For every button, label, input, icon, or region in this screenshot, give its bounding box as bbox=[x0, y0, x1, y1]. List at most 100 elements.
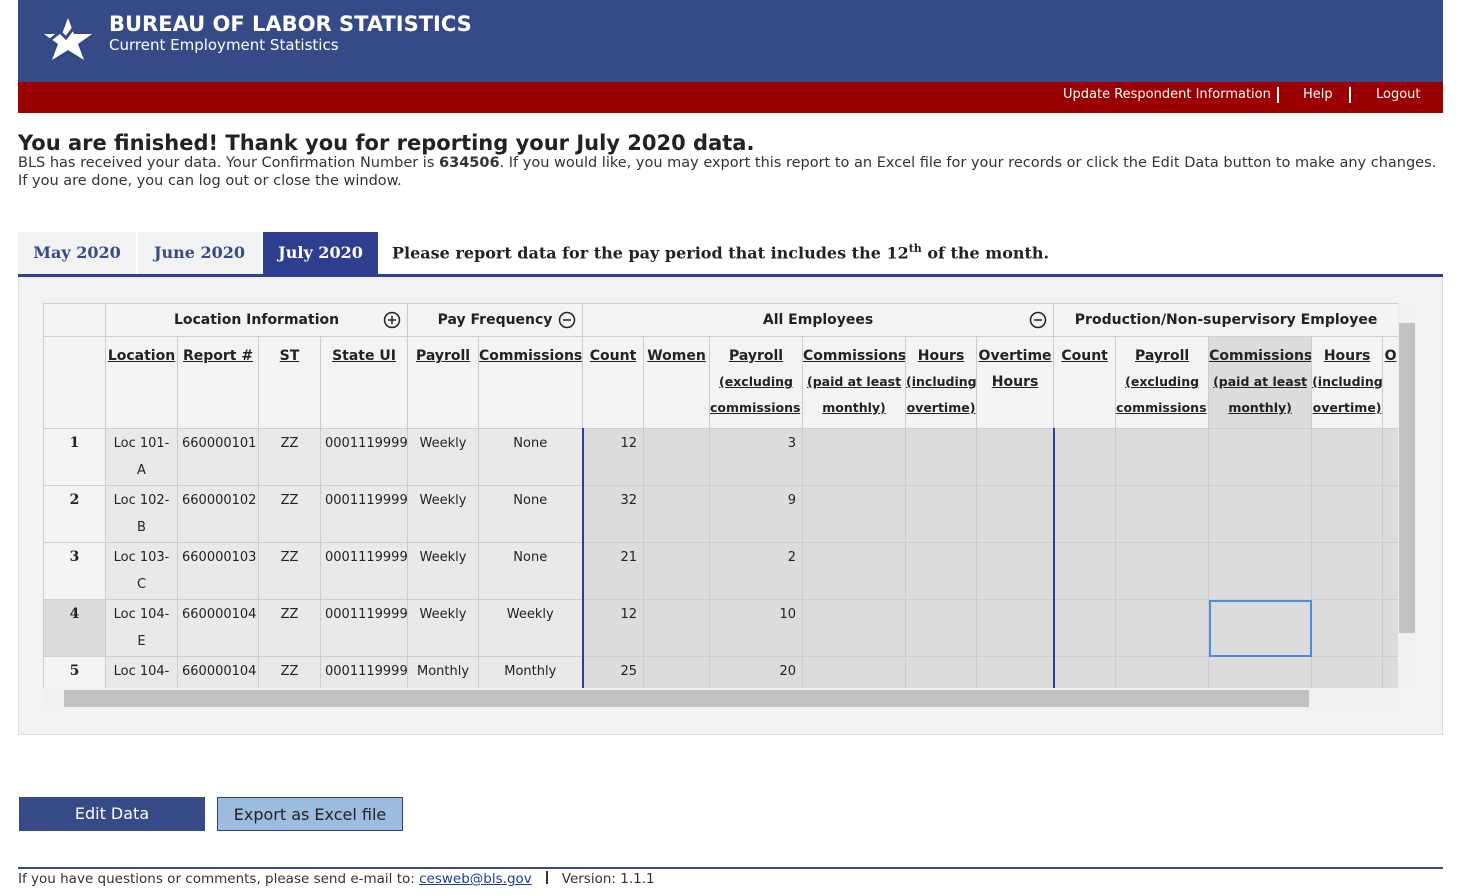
cell[interactable]: 660000103 bbox=[177, 542, 259, 600]
cell[interactable] bbox=[1311, 428, 1384, 486]
cell[interactable]: 0001119999 bbox=[319, 485, 409, 543]
column-label[interactable]: Report # bbox=[182, 348, 254, 364]
cell[interactable] bbox=[1382, 542, 1398, 600]
cell[interactable]: 3 bbox=[709, 428, 804, 486]
cell[interactable] bbox=[802, 656, 907, 688]
cell[interactable] bbox=[1052, 428, 1117, 486]
tab[interactable]: May 2020 bbox=[18, 232, 136, 274]
cell[interactable]: 660000104 bbox=[177, 599, 259, 657]
cell[interactable] bbox=[802, 428, 907, 486]
scroll-thumb[interactable] bbox=[1399, 323, 1415, 633]
column-header[interactable]: State UI bbox=[319, 336, 409, 429]
column-header[interactable]: ST bbox=[258, 336, 321, 429]
cell[interactable] bbox=[1311, 485, 1384, 543]
cell[interactable] bbox=[905, 599, 978, 657]
cell[interactable] bbox=[1208, 428, 1313, 486]
cell[interactable] bbox=[976, 485, 1055, 543]
cell[interactable] bbox=[1208, 656, 1313, 688]
cell[interactable] bbox=[1382, 428, 1398, 486]
column-header[interactable]: Hours (including overtime) bbox=[905, 336, 978, 429]
cell[interactable] bbox=[1311, 599, 1384, 657]
column-header[interactable]: Report # bbox=[177, 336, 259, 429]
cell[interactable] bbox=[976, 542, 1055, 600]
column-label[interactable]: Payroll bbox=[415, 348, 471, 364]
cell[interactable]: 25 bbox=[581, 656, 645, 688]
cell[interactable] bbox=[1115, 599, 1210, 657]
column-header[interactable]: Commissions (paid at least monthly) bbox=[1208, 336, 1313, 429]
cell[interactable]: ZZ bbox=[258, 656, 321, 688]
cell[interactable]: 2 bbox=[709, 542, 804, 600]
cell[interactable]: Loc 101-A bbox=[105, 428, 178, 486]
cell[interactable] bbox=[1311, 542, 1384, 600]
cell[interactable]: Weekly bbox=[407, 599, 480, 657]
column-header[interactable]: Commissions bbox=[478, 336, 584, 429]
column-label[interactable]: O bbox=[1384, 348, 1397, 364]
cell[interactable]: Weekly bbox=[407, 542, 480, 600]
cell[interactable]: 660000102 bbox=[177, 485, 259, 543]
column-header[interactable]: Overtime Hours bbox=[976, 336, 1055, 429]
column-header[interactable]: Count bbox=[582, 336, 645, 429]
cell[interactable] bbox=[1052, 599, 1117, 657]
cell[interactable]: ZZ bbox=[258, 428, 321, 486]
nav-link[interactable]: Logout bbox=[1376, 87, 1421, 102]
column-label[interactable]: Count bbox=[1061, 348, 1108, 364]
cell[interactable] bbox=[1115, 428, 1210, 486]
cell[interactable]: 10 bbox=[709, 599, 804, 657]
cell[interactable] bbox=[1208, 599, 1313, 657]
cell[interactable]: Monthly bbox=[478, 656, 584, 688]
column-label[interactable]: Hours bbox=[917, 348, 965, 364]
edit-button[interactable]: Edit Data bbox=[19, 797, 205, 831]
cell[interactable] bbox=[1311, 656, 1384, 688]
cell[interactable] bbox=[1115, 542, 1210, 600]
cell[interactable] bbox=[1208, 485, 1313, 543]
h-scrollbar[interactable] bbox=[43, 688, 1398, 710]
cell[interactable]: 12 bbox=[581, 428, 645, 486]
column-label[interactable]: Location bbox=[107, 348, 176, 364]
column-header[interactable]: Women bbox=[643, 336, 711, 429]
cell[interactable]: Monthly bbox=[407, 656, 480, 688]
column-header[interactable]: Count bbox=[1053, 336, 1117, 429]
cell[interactable] bbox=[905, 428, 978, 486]
toggle-icon[interactable] bbox=[1029, 311, 1047, 329]
v-scrollbar[interactable] bbox=[1398, 303, 1416, 688]
cell[interactable]: Loc 103-C bbox=[105, 542, 178, 600]
cell[interactable]: None bbox=[478, 542, 584, 600]
toggle-icon[interactable] bbox=[558, 311, 576, 329]
cell[interactable]: None bbox=[478, 428, 584, 486]
cell[interactable]: Weekly bbox=[407, 428, 480, 486]
column-label[interactable]: Commissions bbox=[479, 348, 583, 364]
cell[interactable] bbox=[1052, 485, 1117, 543]
cell[interactable] bbox=[802, 485, 907, 543]
column-header[interactable]: O bbox=[1382, 336, 1398, 429]
cell[interactable]: 32 bbox=[581, 485, 645, 543]
column-label[interactable]: Count bbox=[589, 348, 637, 364]
column-label[interactable]: Commissions bbox=[803, 348, 906, 364]
column-header[interactable]: Payroll (excluding commissions) bbox=[709, 336, 804, 429]
cell[interactable]: ZZ bbox=[258, 542, 321, 600]
cell[interactable]: 0001119999 bbox=[319, 428, 409, 486]
cell[interactable] bbox=[643, 599, 711, 657]
cell[interactable]: 660000104 bbox=[177, 656, 259, 688]
cell[interactable] bbox=[905, 485, 978, 543]
column-header[interactable]: Payroll bbox=[407, 336, 480, 429]
export-button[interactable]: Export as Excel file bbox=[217, 797, 403, 831]
cell[interactable]: 0001119999 bbox=[319, 542, 409, 600]
cell[interactable] bbox=[643, 485, 711, 543]
cell[interactable]: 0001119999 bbox=[319, 656, 409, 688]
cell[interactable] bbox=[1382, 485, 1398, 543]
column-label[interactable]: ST bbox=[279, 348, 300, 364]
cell[interactable]: 0001119999 bbox=[319, 599, 409, 657]
cell[interactable] bbox=[1115, 656, 1210, 688]
column-label[interactable]: Overtime Hours bbox=[978, 348, 1052, 390]
column-label[interactable]: Payroll bbox=[728, 348, 784, 364]
nav-link[interactable]: Help bbox=[1303, 87, 1333, 102]
cell[interactable]: 660000101 bbox=[177, 428, 259, 486]
cell[interactable]: 21 bbox=[581, 542, 645, 600]
column-label[interactable]: Commissions bbox=[1209, 348, 1312, 364]
cell[interactable]: Weekly bbox=[478, 599, 584, 657]
cell[interactable] bbox=[1382, 656, 1398, 688]
cell[interactable]: Loc 102-B bbox=[105, 485, 178, 543]
column-header[interactable]: Location bbox=[105, 336, 178, 429]
cell[interactable]: Loc 104-E bbox=[105, 599, 178, 657]
cell[interactable] bbox=[1115, 485, 1210, 543]
